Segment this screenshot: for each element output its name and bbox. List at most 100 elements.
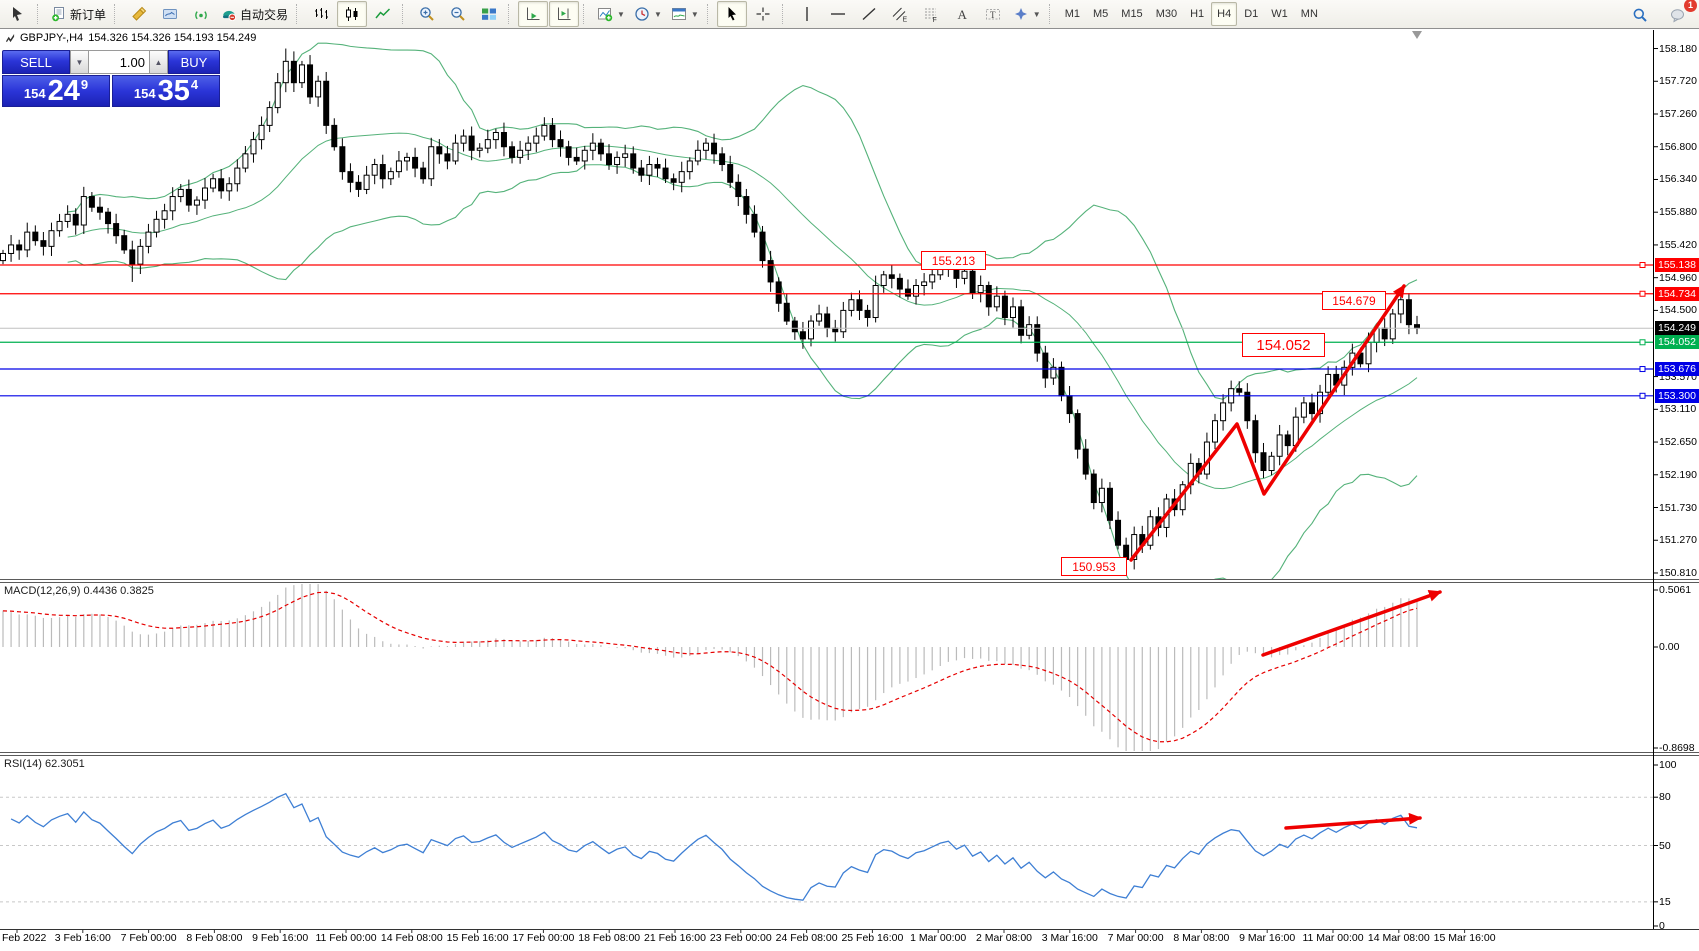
price-axis-tick: 155.880 <box>1659 206 1697 219</box>
toolbar-separator <box>37 4 43 24</box>
volume-decrease-button[interactable]: ▼ <box>70 50 89 74</box>
sell-price-big: 24 <box>47 75 80 107</box>
candlestick-chart-button[interactable] <box>337 1 368 27</box>
time-axis-label: 1 Mar 00:00 <box>910 932 967 944</box>
sell-price-display[interactable]: 154 24 9 <box>2 75 110 107</box>
trendline-icon <box>861 6 877 22</box>
price-axis-tick: 158.180 <box>1659 42 1697 55</box>
buy-price-display[interactable]: 154 35 4 <box>112 75 220 107</box>
fibonacci-tool-button[interactable]: F <box>916 1 946 27</box>
toolbar-separator <box>114 4 120 24</box>
time-axis-label: 18 Feb 08:00 <box>578 932 641 944</box>
metaeditor-button[interactable] <box>124 1 154 27</box>
buy-button[interactable]: BUY <box>168 50 220 74</box>
mt-logo-icon[interactable] <box>3 1 33 27</box>
price-axis-chip: 155.138 <box>1655 258 1699 272</box>
trendline-tool-button[interactable] <box>854 1 884 27</box>
time-axis-label: 24 Feb 08:00 <box>775 932 838 944</box>
channel-icon: E <box>892 6 908 22</box>
autotrading-button[interactable]: 自动交易 <box>217 1 292 27</box>
bars-icon <box>313 6 329 22</box>
svg-text:F: F <box>932 17 936 22</box>
hline-tool-button[interactable] <box>823 1 853 27</box>
search-button[interactable] <box>1625 2 1655 28</box>
bars-chart-button[interactable] <box>306 1 336 27</box>
text-tool-button[interactable]: A <box>947 1 977 27</box>
cursor-tool-button[interactable] <box>716 1 747 27</box>
new-order-button-label: 新订单 <box>70 7 107 22</box>
sell-button[interactable]: SELL <box>2 50 70 74</box>
timeframe-d1-button[interactable]: D1 <box>1244 8 1259 20</box>
mql5-community-button[interactable] <box>155 1 185 27</box>
price-annotation-box[interactable]: 154.052 <box>1242 333 1325 357</box>
rsi-value: 62.3051 <box>44 758 85 770</box>
price-annotation-box[interactable]: 150.953 <box>1061 557 1127 576</box>
price-axis-tick: 152.650 <box>1659 436 1697 449</box>
rsi-name: RSI(14) <box>4 758 42 770</box>
auto-scroll-button[interactable] <box>518 1 549 27</box>
timeframe-mn-button[interactable]: MN <box>1300 8 1318 20</box>
price-axis-tick: 152.190 <box>1659 468 1697 481</box>
notifications-button[interactable]: 1 <box>1663 0 1697 28</box>
templates-button[interactable]: ▼ <box>667 1 703 27</box>
pane-separators[interactable] <box>0 579 1699 930</box>
line-chart-button[interactable] <box>368 1 398 27</box>
timeframe-m5-button[interactable]: M5 <box>1093 8 1109 20</box>
toolbar-right-group: 1 <box>1625 0 1697 28</box>
rsi-pane[interactable] <box>0 792 1653 903</box>
timeframe-h1-button[interactable]: H1 <box>1190 8 1205 20</box>
rsi-axis-tick: 50 <box>1659 839 1671 852</box>
chart-shift-marker <box>1412 31 1422 39</box>
zoom-in-icon <box>419 6 435 22</box>
price-annotation-box[interactable]: 154.679 <box>1322 291 1386 310</box>
zoom-out-button[interactable] <box>443 1 473 27</box>
time-axis-label: 21 Feb 16:00 <box>644 932 706 944</box>
tile-windows-button[interactable] <box>474 1 504 27</box>
signals-button[interactable] <box>186 1 216 27</box>
horizontal-line-objects[interactable] <box>0 262 1653 399</box>
chart-shift-button[interactable] <box>549 1 580 27</box>
sell-price-sup: 9 <box>80 77 89 92</box>
buy-price-big: 35 <box>157 75 190 107</box>
label-tool-button[interactable]: T <box>978 1 1008 27</box>
zoom-in-button[interactable] <box>412 1 442 27</box>
price-axis-tick: 155.420 <box>1659 238 1697 251</box>
line-chart-icon <box>375 6 391 22</box>
svg-text:E: E <box>902 17 907 23</box>
arrows-tool-button[interactable]: ▼ <box>1009 1 1045 27</box>
sell-price-prefix: 154 <box>23 86 46 101</box>
indicators-icon <box>597 6 613 22</box>
channel-tool-button[interactable]: E <box>885 1 915 27</box>
periods-button[interactable]: ▼ <box>630 1 666 27</box>
price-axis-tick: 150.810 <box>1659 566 1697 579</box>
price-axis-tick: 154.960 <box>1659 271 1697 284</box>
macd-pane[interactable] <box>2 584 1418 751</box>
indicators-button[interactable]: ▼ <box>593 1 629 27</box>
templates-icon <box>671 6 687 22</box>
chevron-down-icon: ▼ <box>1032 9 1041 19</box>
timeframe-m15-button[interactable]: M15 <box>1121 8 1143 20</box>
new-order-button[interactable]: 新订单 <box>47 1 110 27</box>
zoom-out-icon <box>450 6 466 22</box>
time-axis-label: 15 Feb 16:00 <box>446 932 509 944</box>
mt-logo-icon <box>10 6 26 22</box>
volume-increase-button[interactable]: ▲ <box>149 50 168 74</box>
candlesticks[interactable] <box>0 48 1420 570</box>
volume-input[interactable] <box>89 50 149 74</box>
periods-icon <box>634 6 650 22</box>
price-annotation-box[interactable]: 155.213 <box>921 251 986 270</box>
time-axis-label: 7 Mar 00:00 <box>1107 932 1164 944</box>
time-axis-label: 15 Mar 16:00 <box>1433 932 1496 944</box>
svg-text:A: A <box>957 7 967 22</box>
vline-tool-button[interactable] <box>792 1 822 27</box>
crosshair-tool-button[interactable] <box>748 1 778 27</box>
timeframe-w1-button[interactable]: W1 <box>1271 8 1288 20</box>
chart-symbol-icon <box>6 33 15 42</box>
price-axis-chip: 154.249 <box>1655 321 1699 336</box>
trend-arrows[interactable] <box>1129 284 1442 830</box>
timeframe-m1-button[interactable]: M1 <box>1064 8 1080 20</box>
time-axis-label: 8 Feb 08:00 <box>186 932 243 944</box>
timeframe-h4-button[interactable]: H4 <box>1211 2 1238 26</box>
timeframe-m30-button[interactable]: M30 <box>1155 8 1178 20</box>
